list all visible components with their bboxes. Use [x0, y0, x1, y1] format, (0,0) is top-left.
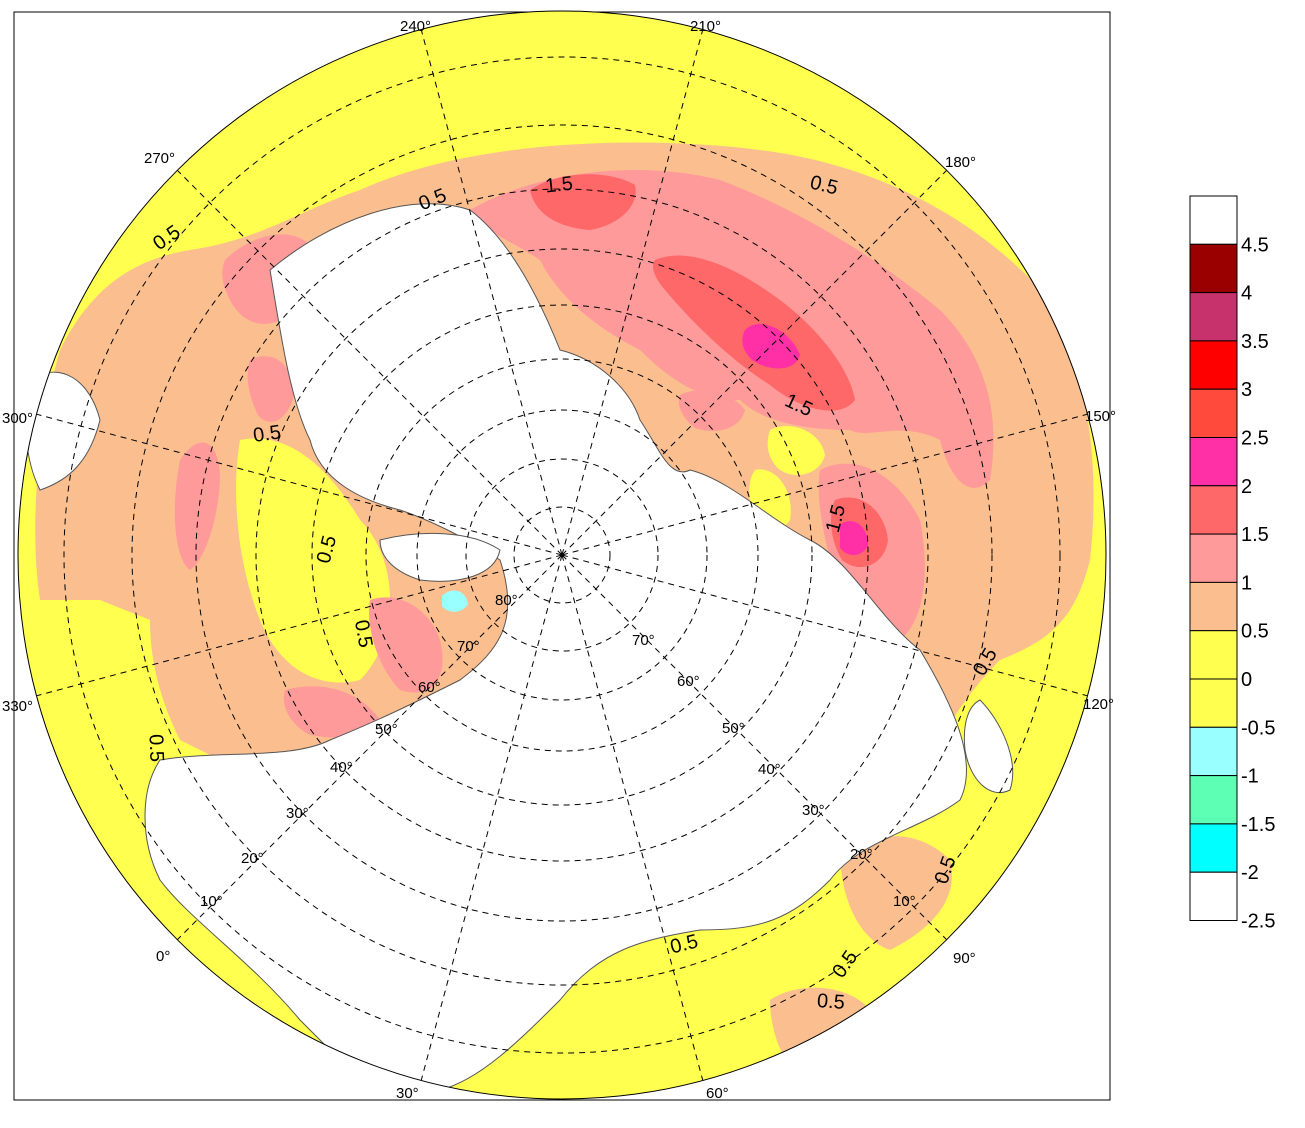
- anomaly-one-to-one-half-europe: [283, 686, 380, 738]
- contour-label: 0.5: [145, 734, 168, 763]
- lon-label: 60°: [706, 1085, 729, 1102]
- legend-label: -1: [1241, 766, 1259, 788]
- legend-swatch: [1189, 437, 1238, 487]
- lon-label: 180°: [945, 154, 976, 171]
- map-disk-outline: [17, 10, 1107, 1100]
- legend-label: 4: [1241, 283, 1252, 305]
- land-no-data: [25, 203, 1014, 1099]
- lon-label: 240°: [400, 18, 431, 35]
- latitude-labels: 80° 70° 60° 50° 40° 30° 20° 10° 70° 60° …: [200, 592, 916, 910]
- anomaly-half-to-one-east: [840, 836, 952, 950]
- lat-label: 10°: [200, 893, 223, 910]
- legend-swatch: [1189, 581, 1238, 632]
- lat-label: 30°: [802, 802, 825, 819]
- legend-swatch: [1189, 243, 1238, 294]
- anomaly-two-to-two-half-kamchatka: [840, 521, 868, 556]
- legend-swatch: [1189, 485, 1238, 535]
- legend-label: -0.5: [1241, 717, 1275, 739]
- anomaly-zero-to-half-west: [236, 438, 390, 683]
- meridian-line: [420, 29, 563, 556]
- meridian-line: [561, 554, 704, 1081]
- lat-label: 20°: [850, 846, 873, 863]
- meridian-line: [36, 413, 563, 556]
- meridian-line: [420, 554, 563, 1081]
- lat-label: 40°: [758, 761, 781, 778]
- contour-label: 1.5: [544, 173, 574, 198]
- legend-label: 1.5: [1241, 524, 1269, 546]
- contour-label: 0.5: [816, 990, 845, 1014]
- lat-label: 70°: [457, 638, 480, 655]
- meridian-line: [561, 554, 1088, 697]
- lat-label: 50°: [722, 720, 745, 737]
- legend-swatch: [1189, 340, 1238, 390]
- anomaly-negative-half: [442, 590, 468, 612]
- legend-swatch: [1189, 775, 1238, 825]
- legend-label: 0: [1241, 669, 1252, 691]
- lat-label: 60°: [418, 679, 441, 696]
- meridian-line: [561, 413, 1088, 556]
- legend-swatch: [1189, 871, 1238, 922]
- contour-label: 0.5: [350, 618, 376, 649]
- meridian-line: [561, 554, 948, 941]
- legend-label: 2.5: [1241, 428, 1269, 450]
- meridian-line: [176, 169, 563, 556]
- meridian-line: [561, 169, 948, 556]
- anomaly-two-to-two-half-pacific: [742, 324, 800, 369]
- legend-label: 3: [1241, 379, 1252, 401]
- lon-label: 120°: [1083, 696, 1114, 713]
- anomaly-one-to-one-half-atlantic: [174, 442, 220, 570]
- lat-label: 70°: [632, 632, 655, 649]
- lat-label: 60°: [677, 673, 700, 690]
- anomaly-one-to-one-half-barents: [369, 597, 443, 693]
- longitude-labels: 240° 210° 180° 150° 120° 90° 60° 30° 0° …: [2, 18, 1116, 1102]
- latitude-circles: [63, 56, 1061, 1054]
- color-legend: 4.5 4 3.5 3 2.5 2 1.5 1 0.5 0 -0.5 -1 -1.5 -2 -2.5: [1189, 195, 1275, 933]
- lon-label: 150°: [1085, 408, 1116, 425]
- contour-label: 0.5: [252, 421, 283, 447]
- anomaly-zero-to-half-east: [767, 426, 825, 475]
- meridian-line: [561, 29, 704, 556]
- anomaly-one-to-one-half-pacific2: [678, 390, 745, 431]
- legend-label: 2: [1241, 476, 1252, 498]
- legend-label: 0.5: [1241, 621, 1269, 643]
- legend-swatch: [1189, 533, 1238, 583]
- anomaly-one-half-to-two-north: [530, 174, 636, 230]
- legend-swatch: [1189, 678, 1238, 728]
- lat-label: 40°: [330, 759, 353, 776]
- legend-swatch: [1189, 823, 1238, 873]
- legend-label: 4.5: [1241, 234, 1269, 256]
- lon-label: 270°: [144, 150, 175, 167]
- legend-swatch: [1189, 388, 1238, 439]
- legend-swatch: [1189, 630, 1238, 680]
- meridian-line: [36, 554, 563, 697]
- lat-label: 30°: [286, 805, 309, 822]
- lat-label: 80°: [495, 592, 518, 609]
- lon-label: 90°: [953, 950, 976, 967]
- legend-label: 3.5: [1241, 331, 1269, 353]
- lon-label: 30°: [396, 1085, 419, 1102]
- meridian-line: [176, 554, 563, 941]
- lat-label: 20°: [241, 850, 264, 867]
- legend-swatch: [1189, 292, 1238, 342]
- meridians: [36, 29, 1088, 1081]
- legend-swatch: [1189, 195, 1238, 245]
- anomaly-one-to-one-half-labrador: [247, 356, 295, 422]
- legend-swatch: [1189, 726, 1238, 777]
- lat-label: 50°: [375, 721, 398, 738]
- lat-label: 10°: [893, 893, 916, 910]
- lon-label: 210°: [690, 18, 721, 35]
- legend-label: -1.5: [1241, 814, 1275, 836]
- legend-label: -2.5: [1241, 911, 1275, 933]
- legend-label: -2: [1241, 862, 1259, 884]
- lon-label: 300°: [2, 410, 33, 427]
- lon-label: 330°: [2, 698, 33, 715]
- lon-label: 0°: [156, 948, 170, 965]
- legend-label: 1: [1241, 572, 1252, 594]
